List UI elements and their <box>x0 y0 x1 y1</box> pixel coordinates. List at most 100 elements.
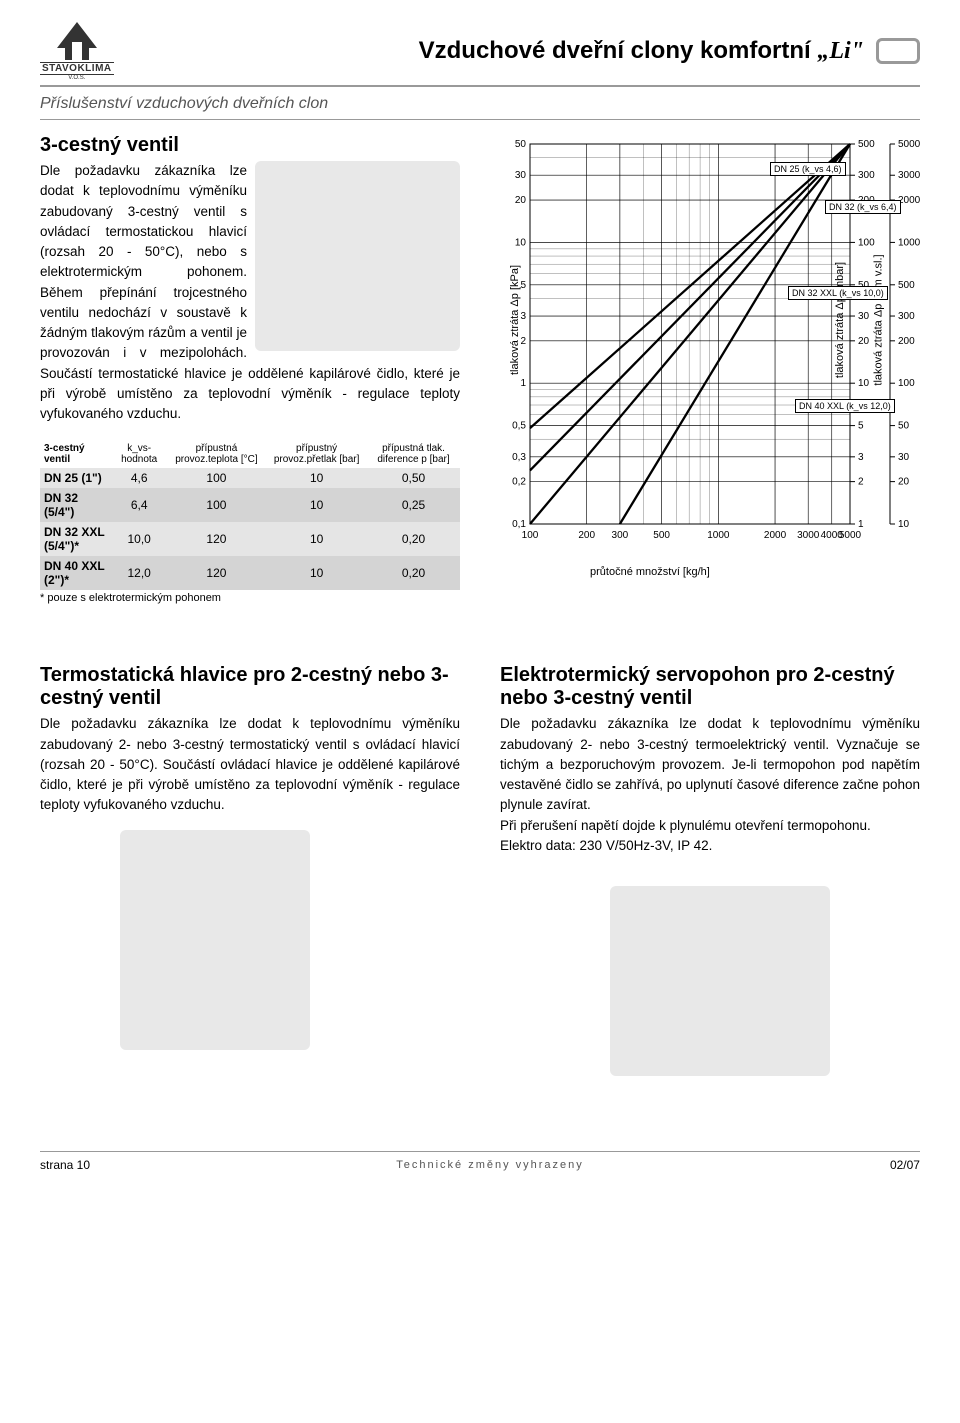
series-label: DN 32 XXL (k_vs 10,0) <box>788 286 888 300</box>
pressure-chart: 100200300500100020003000400050000,10,20,… <box>490 134 930 554</box>
brand-name: STAVOKLIMA <box>40 62 114 75</box>
page-title: Vzduchové dveřní clony komfortní „Li" <box>114 37 876 65</box>
svg-text:2: 2 <box>520 336 526 347</box>
y3-title: tlaková ztráta Δp [mm v.sl.] <box>872 254 884 385</box>
svg-text:2: 2 <box>858 477 864 488</box>
svg-text:10: 10 <box>898 519 910 530</box>
svg-text:0,5: 0,5 <box>512 421 526 432</box>
section2a: Termostatická hlavice pro 2-cestný nebo … <box>40 664 460 1081</box>
table-cell: 10 <box>266 488 367 522</box>
table-cell: 10,0 <box>112 522 167 556</box>
page-header: STAVOKLIMA V.O.S. Vzduchové dveřní clony… <box>40 20 920 87</box>
table-row: DN 40 XXL (2")*12,0120100,20 <box>40 556 460 590</box>
svg-text:20: 20 <box>858 336 870 347</box>
chart-svg: 100200300500100020003000400050000,10,20,… <box>490 134 930 554</box>
section2b-heading: Elektrotermický servopohon pro 2-cestný … <box>500 664 920 710</box>
table-row: DN 32 XXL (5/4")*10,0120100,20 <box>40 522 460 556</box>
svg-text:100: 100 <box>858 237 875 248</box>
svg-text:3000: 3000 <box>898 170 921 181</box>
brand-logo: STAVOKLIMA V.O.S. <box>40 20 114 81</box>
table-row: DN 32 (5/4")6,4100100,25 <box>40 488 460 522</box>
table-cell: 0,20 <box>367 556 460 590</box>
svg-text:500: 500 <box>858 139 875 150</box>
svg-text:3000: 3000 <box>797 530 820 541</box>
table-cell: DN 25 (1") <box>40 468 112 488</box>
table-cell: 6,4 <box>112 488 167 522</box>
svg-text:2000: 2000 <box>764 530 787 541</box>
svg-text:200: 200 <box>578 530 595 541</box>
table-cell: 10 <box>266 556 367 590</box>
section2a-heading: Termostatická hlavice pro 2-cestný nebo … <box>40 664 460 710</box>
svg-text:5: 5 <box>858 421 864 432</box>
svg-text:5000: 5000 <box>898 139 921 150</box>
page-footer: strana 10 Technické změny vyhrazeny 02/0… <box>40 1151 920 1172</box>
servo-image <box>610 886 830 1076</box>
svg-text:10: 10 <box>858 378 870 389</box>
table-row: DN 25 (1")4,6100100,50 <box>40 468 460 488</box>
svg-text:30: 30 <box>858 311 870 322</box>
valve-table: 3-cestný ventil k_vs-hodnota přípustná p… <box>40 440 460 590</box>
series-label: DN 25 (k_vs 4,6) <box>770 162 846 176</box>
series-label: DN 40 XXL (k_vs 12,0) <box>795 399 895 413</box>
svg-text:50: 50 <box>898 421 910 432</box>
svg-text:1000: 1000 <box>898 237 921 248</box>
svg-text:10: 10 <box>515 237 527 248</box>
bottom-row: Termostatická hlavice pro 2-cestný nebo … <box>40 664 920 1081</box>
svg-text:1: 1 <box>858 519 864 530</box>
svg-text:500: 500 <box>653 530 670 541</box>
table-cell: 10 <box>266 522 367 556</box>
y2-title: tlaková ztráta Δp [mbar] <box>834 262 846 378</box>
page-subheading: Příslušenství vzduchových dveřních clon <box>40 87 920 120</box>
table-cell: 120 <box>167 556 267 590</box>
svg-text:3: 3 <box>520 311 526 322</box>
svg-text:100: 100 <box>522 530 539 541</box>
svg-text:5: 5 <box>520 280 526 291</box>
table-cell: 12,0 <box>112 556 167 590</box>
series-label: DN 32 (k_vs 6,4) <box>825 200 901 214</box>
section2b: Elektrotermický servopohon pro 2-cestný … <box>500 664 920 1081</box>
y1-title: tlaková ztráta Δp [kPa] <box>509 265 521 375</box>
th-press: přípustný provoz.přetlak [bar] <box>266 440 367 468</box>
svg-text:100: 100 <box>898 378 915 389</box>
svg-text:300: 300 <box>858 170 875 181</box>
table-cell: 0,50 <box>367 468 460 488</box>
table-cell: 0,25 <box>367 488 460 522</box>
table-cell: DN 32 (5/4") <box>40 488 112 522</box>
svg-text:30: 30 <box>898 452 910 463</box>
title-pre: Vzduchové dveřní clony komfortní <box>419 37 818 64</box>
th-kvs: k_vs-hodnota <box>112 440 167 468</box>
brand-sub: V.O.S. <box>68 75 85 81</box>
svg-text:300: 300 <box>898 311 915 322</box>
x-title: průtočné množství [kg/h] <box>590 566 710 578</box>
svg-text:5000: 5000 <box>839 530 862 541</box>
table-cell: 4,6 <box>112 468 167 488</box>
table-cell: 100 <box>167 468 267 488</box>
svg-text:20: 20 <box>515 195 527 206</box>
svg-text:3: 3 <box>858 452 864 463</box>
table-cell: 0,20 <box>367 522 460 556</box>
svg-text:1000: 1000 <box>707 530 730 541</box>
table-cell: DN 32 XXL (5/4")* <box>40 522 112 556</box>
left-column: 3-cestný ventil Dle požadavku zákazníka … <box>40 134 460 604</box>
title-emphasis: „Li" <box>817 38 864 64</box>
table-footnote: * pouze s elektrotermickým pohonem <box>40 592 460 604</box>
valve-image <box>255 161 460 351</box>
svg-text:30: 30 <box>515 170 527 181</box>
svg-text:300: 300 <box>612 530 629 541</box>
svg-text:0,1: 0,1 <box>512 519 526 530</box>
table-cell: 120 <box>167 522 267 556</box>
svg-text:200: 200 <box>898 336 915 347</box>
th-diff: přípustná tlak. diference p [bar] <box>367 440 460 468</box>
page-tab-icon <box>876 38 920 64</box>
svg-text:0,3: 0,3 <box>512 452 526 463</box>
svg-text:500: 500 <box>898 280 915 291</box>
svg-text:1: 1 <box>520 378 526 389</box>
footer-left: strana 10 <box>40 1158 90 1172</box>
section2a-body: Dle požadavku zákazníka lze dodat k tepl… <box>40 714 460 815</box>
right-column: 100200300500100020003000400050000,10,20,… <box>480 134 930 604</box>
table-cell: DN 40 XXL (2")* <box>40 556 112 590</box>
table-cell: 100 <box>167 488 267 522</box>
thermo-head-image <box>120 830 310 1050</box>
th-temp: přípustná provoz.teplota [°C] <box>167 440 267 468</box>
section1-heading: 3-cestný ventil <box>40 134 460 157</box>
